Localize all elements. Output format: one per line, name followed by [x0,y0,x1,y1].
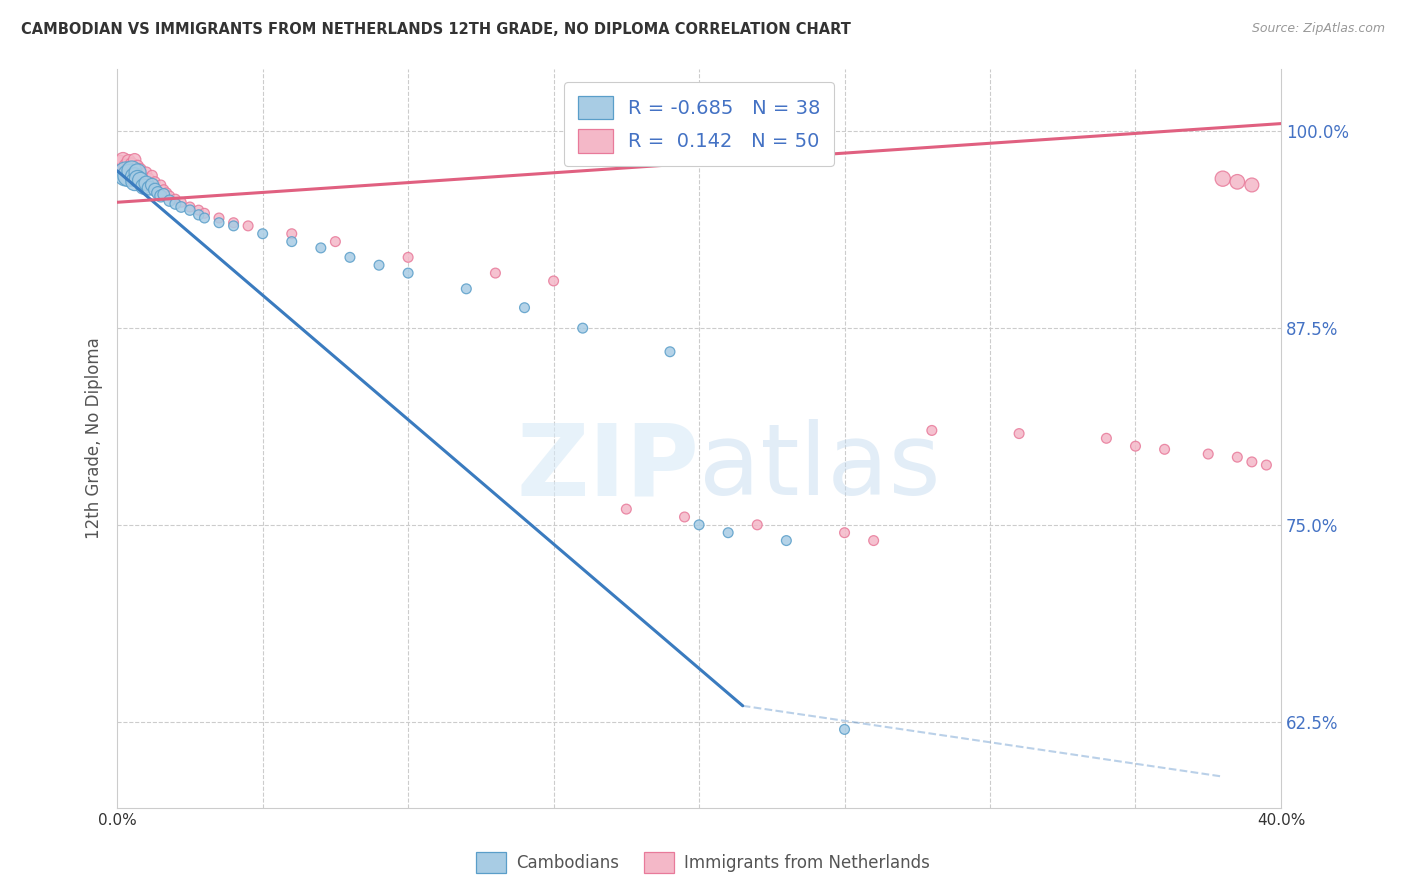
Point [1212,171,1234,186]
Point [118,154,141,169]
Point [1226,450,1249,465]
Point [222,216,245,230]
Point [159,189,181,203]
Point [149,189,172,203]
Point [1197,447,1219,461]
Point [143,183,166,197]
Point [129,173,152,187]
Y-axis label: 12th Grade, No Diploma: 12th Grade, No Diploma [86,337,103,539]
Point [138,171,160,186]
Point [673,510,696,524]
Point [115,167,138,181]
Point [456,282,478,296]
Point [118,169,141,183]
Point [165,192,187,206]
Point [141,169,163,183]
Point [236,219,259,233]
Point [132,170,155,185]
Point [124,170,146,185]
Point [717,525,740,540]
Point [179,203,201,218]
Point [127,165,149,179]
Text: CAMBODIAN VS IMMIGRANTS FROM NETHERLANDS 12TH GRADE, NO DIPLOMA CORRELATION CHAR: CAMBODIAN VS IMMIGRANTS FROM NETHERLANDS… [21,22,851,37]
Point [688,517,710,532]
Point [921,424,943,438]
Point [484,266,506,280]
Point [252,227,274,241]
Point [368,258,391,272]
Point [124,153,146,167]
Point [127,167,149,181]
Point [614,502,637,516]
Point [170,195,193,210]
Point [1256,458,1278,472]
Point [129,162,152,177]
Point [193,211,215,225]
Point [1125,439,1147,453]
Point [834,723,856,737]
Point [141,178,163,192]
Point [121,163,143,178]
Point [187,208,209,222]
Point [339,251,361,265]
Point [159,194,181,208]
Point [111,153,134,167]
Point [1226,175,1249,189]
Point [834,525,856,540]
Point [143,175,166,189]
Point [138,181,160,195]
Point [775,533,797,548]
Point [149,178,172,192]
Point [208,211,231,225]
Point [309,241,332,255]
Text: atlas: atlas [699,419,941,516]
Point [121,157,143,171]
Point [325,235,347,249]
Point [127,159,149,173]
Text: ZIP: ZIP [516,419,699,516]
Point [127,171,149,186]
Point [146,186,169,200]
Point [135,177,157,191]
Point [193,206,215,220]
Point [170,200,193,214]
Point [187,203,209,218]
Point [1240,455,1263,469]
Point [396,266,419,280]
Point [124,175,146,189]
Point [543,274,565,288]
Point [862,533,884,548]
Point [165,197,187,211]
Point [281,227,304,241]
Point [135,165,157,179]
Point [513,301,536,315]
Point [179,200,201,214]
Point [108,156,131,170]
Legend: R = -0.685   N = 38, R =  0.142   N = 50: R = -0.685 N = 38, R = 0.142 N = 50 [564,82,834,166]
Point [115,159,138,173]
Point [156,186,179,200]
Point [571,321,593,335]
Point [1008,426,1031,441]
Point [659,344,682,359]
Point [1240,178,1263,192]
Point [281,235,304,249]
Legend: Cambodians, Immigrants from Netherlands: Cambodians, Immigrants from Netherlands [470,846,936,880]
Point [124,163,146,178]
Point [1153,442,1175,457]
Point [222,219,245,233]
Point [121,161,143,175]
Point [396,251,419,265]
Point [747,517,769,532]
Point [152,187,174,202]
Point [208,216,231,230]
Point [152,183,174,197]
Point [1095,431,1118,445]
Point [132,179,155,194]
Text: Source: ZipAtlas.com: Source: ZipAtlas.com [1251,22,1385,36]
